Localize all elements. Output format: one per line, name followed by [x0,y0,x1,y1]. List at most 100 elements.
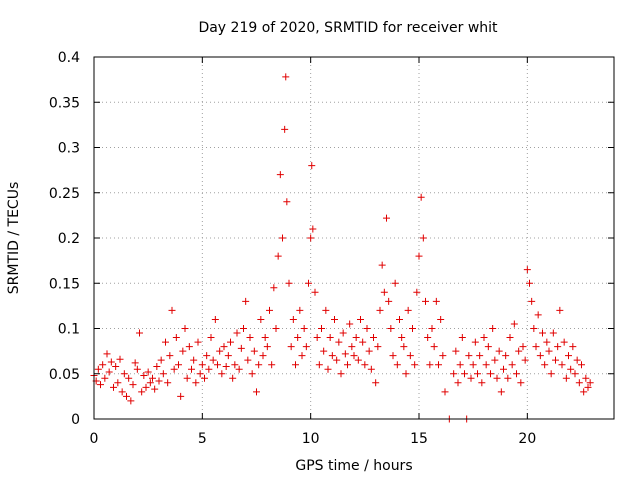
data-point-marker [458,334,466,342]
data-point-marker [372,379,380,387]
data-point-marker [569,343,577,351]
x-tick-label: 20 [518,431,536,447]
data-point-marker [409,325,416,332]
data-point-marker [216,347,224,355]
data-point-marker [224,352,232,360]
data-point-marker [175,361,182,369]
data-point-marker [259,352,267,360]
data-point-marker [510,320,518,328]
data-point-marker [107,358,115,366]
data-point-marker [94,365,102,373]
data-point-marker [231,361,239,369]
data-point-marker [285,279,293,287]
data-point-marker [456,361,464,369]
data-point-marker [311,288,319,296]
data-point-marker [172,334,180,342]
data-point-marker [112,363,120,371]
data-point-marker [162,338,169,346]
data-point-marker [380,288,388,296]
data-point-marker [432,297,440,305]
chart-title: Day 219 of 2020, SRMTID for receiver whi… [198,20,498,36]
data-point-marker [331,315,338,323]
data-point-marker [348,343,356,351]
data-point-marker [344,361,351,369]
y-tick-label: 0.35 [49,95,80,111]
data-point-marker [233,329,241,337]
data-point-marker [246,334,254,342]
y-tick-label: 0.25 [49,186,80,202]
data-point-marker [560,338,568,346]
data-point-marker [305,279,312,287]
data-point-marker [248,370,256,378]
data-point-marker [149,374,156,382]
data-point-marker [435,361,442,369]
data-point-marker [103,350,111,358]
data-point-marker [302,343,310,351]
data-point-marker [300,325,308,332]
data-point-marker [367,365,375,373]
data-point-marker [441,388,449,396]
y-tick-label: 0.4 [58,50,80,66]
data-point-marker [209,356,217,364]
data-point-marker [354,356,362,364]
data-point-marker [101,374,109,382]
data-point-marker [536,352,544,360]
data-point-marker [164,379,172,387]
data-point-marker [127,397,135,405]
data-point-marker [469,361,477,369]
data-point-marker [283,198,291,206]
data-point-marker [454,379,462,387]
data-point-marker [282,73,290,81]
data-point-marker [582,374,590,382]
data-point-marker [335,338,343,346]
data-point-marker [326,334,334,342]
data-point-marker [308,162,316,170]
data-point-marker [519,343,527,351]
data-point-marker [129,381,137,389]
data-point-marker [151,385,159,393]
data-point-marker [136,329,143,337]
data-point-marker [471,338,479,346]
x-tick-label: 10 [302,431,320,447]
data-point-marker [415,252,423,260]
data-point-marker [131,359,139,367]
data-point-marker [201,374,208,382]
data-point-marker [391,279,399,287]
data-point-marker [211,315,219,323]
data-point-marker [170,365,178,373]
data-point-marker [422,297,429,305]
y-tick-label: 0.1 [58,322,80,338]
data-point-marker [547,370,555,378]
data-point-marker [554,343,562,351]
data-point-marker [337,370,345,378]
data-point-marker [328,352,336,360]
data-point-marker [497,388,505,396]
data-point-marker [465,352,473,360]
data-point-marker [133,365,141,373]
data-point-marker [573,356,581,364]
data-point-marker [484,343,492,351]
data-point-marker [474,370,481,378]
data-point-marker [268,361,276,369]
x-tick-label: 15 [410,431,428,447]
data-point-marker [439,352,447,360]
grid [94,57,614,419]
data-point-marker [114,379,122,387]
data-point-marker [261,334,269,342]
data-point-marker [489,325,497,332]
data-point-marker [324,365,332,373]
data-point-marker [530,325,538,332]
data-point-marker [346,320,354,328]
y-tick-label: 0.3 [58,141,80,157]
data-point-marker [257,315,265,323]
data-point-marker [491,356,499,364]
x-tick-label: 0 [90,431,99,447]
data-point-marker [376,306,384,314]
data-point-marker [320,347,328,355]
data-point-marker [506,334,514,342]
data-point-marker [159,370,167,378]
data-point-marker [123,392,130,400]
data-point-marker [430,343,438,351]
data-point-marker [450,370,458,378]
data-point-marker [517,379,525,387]
